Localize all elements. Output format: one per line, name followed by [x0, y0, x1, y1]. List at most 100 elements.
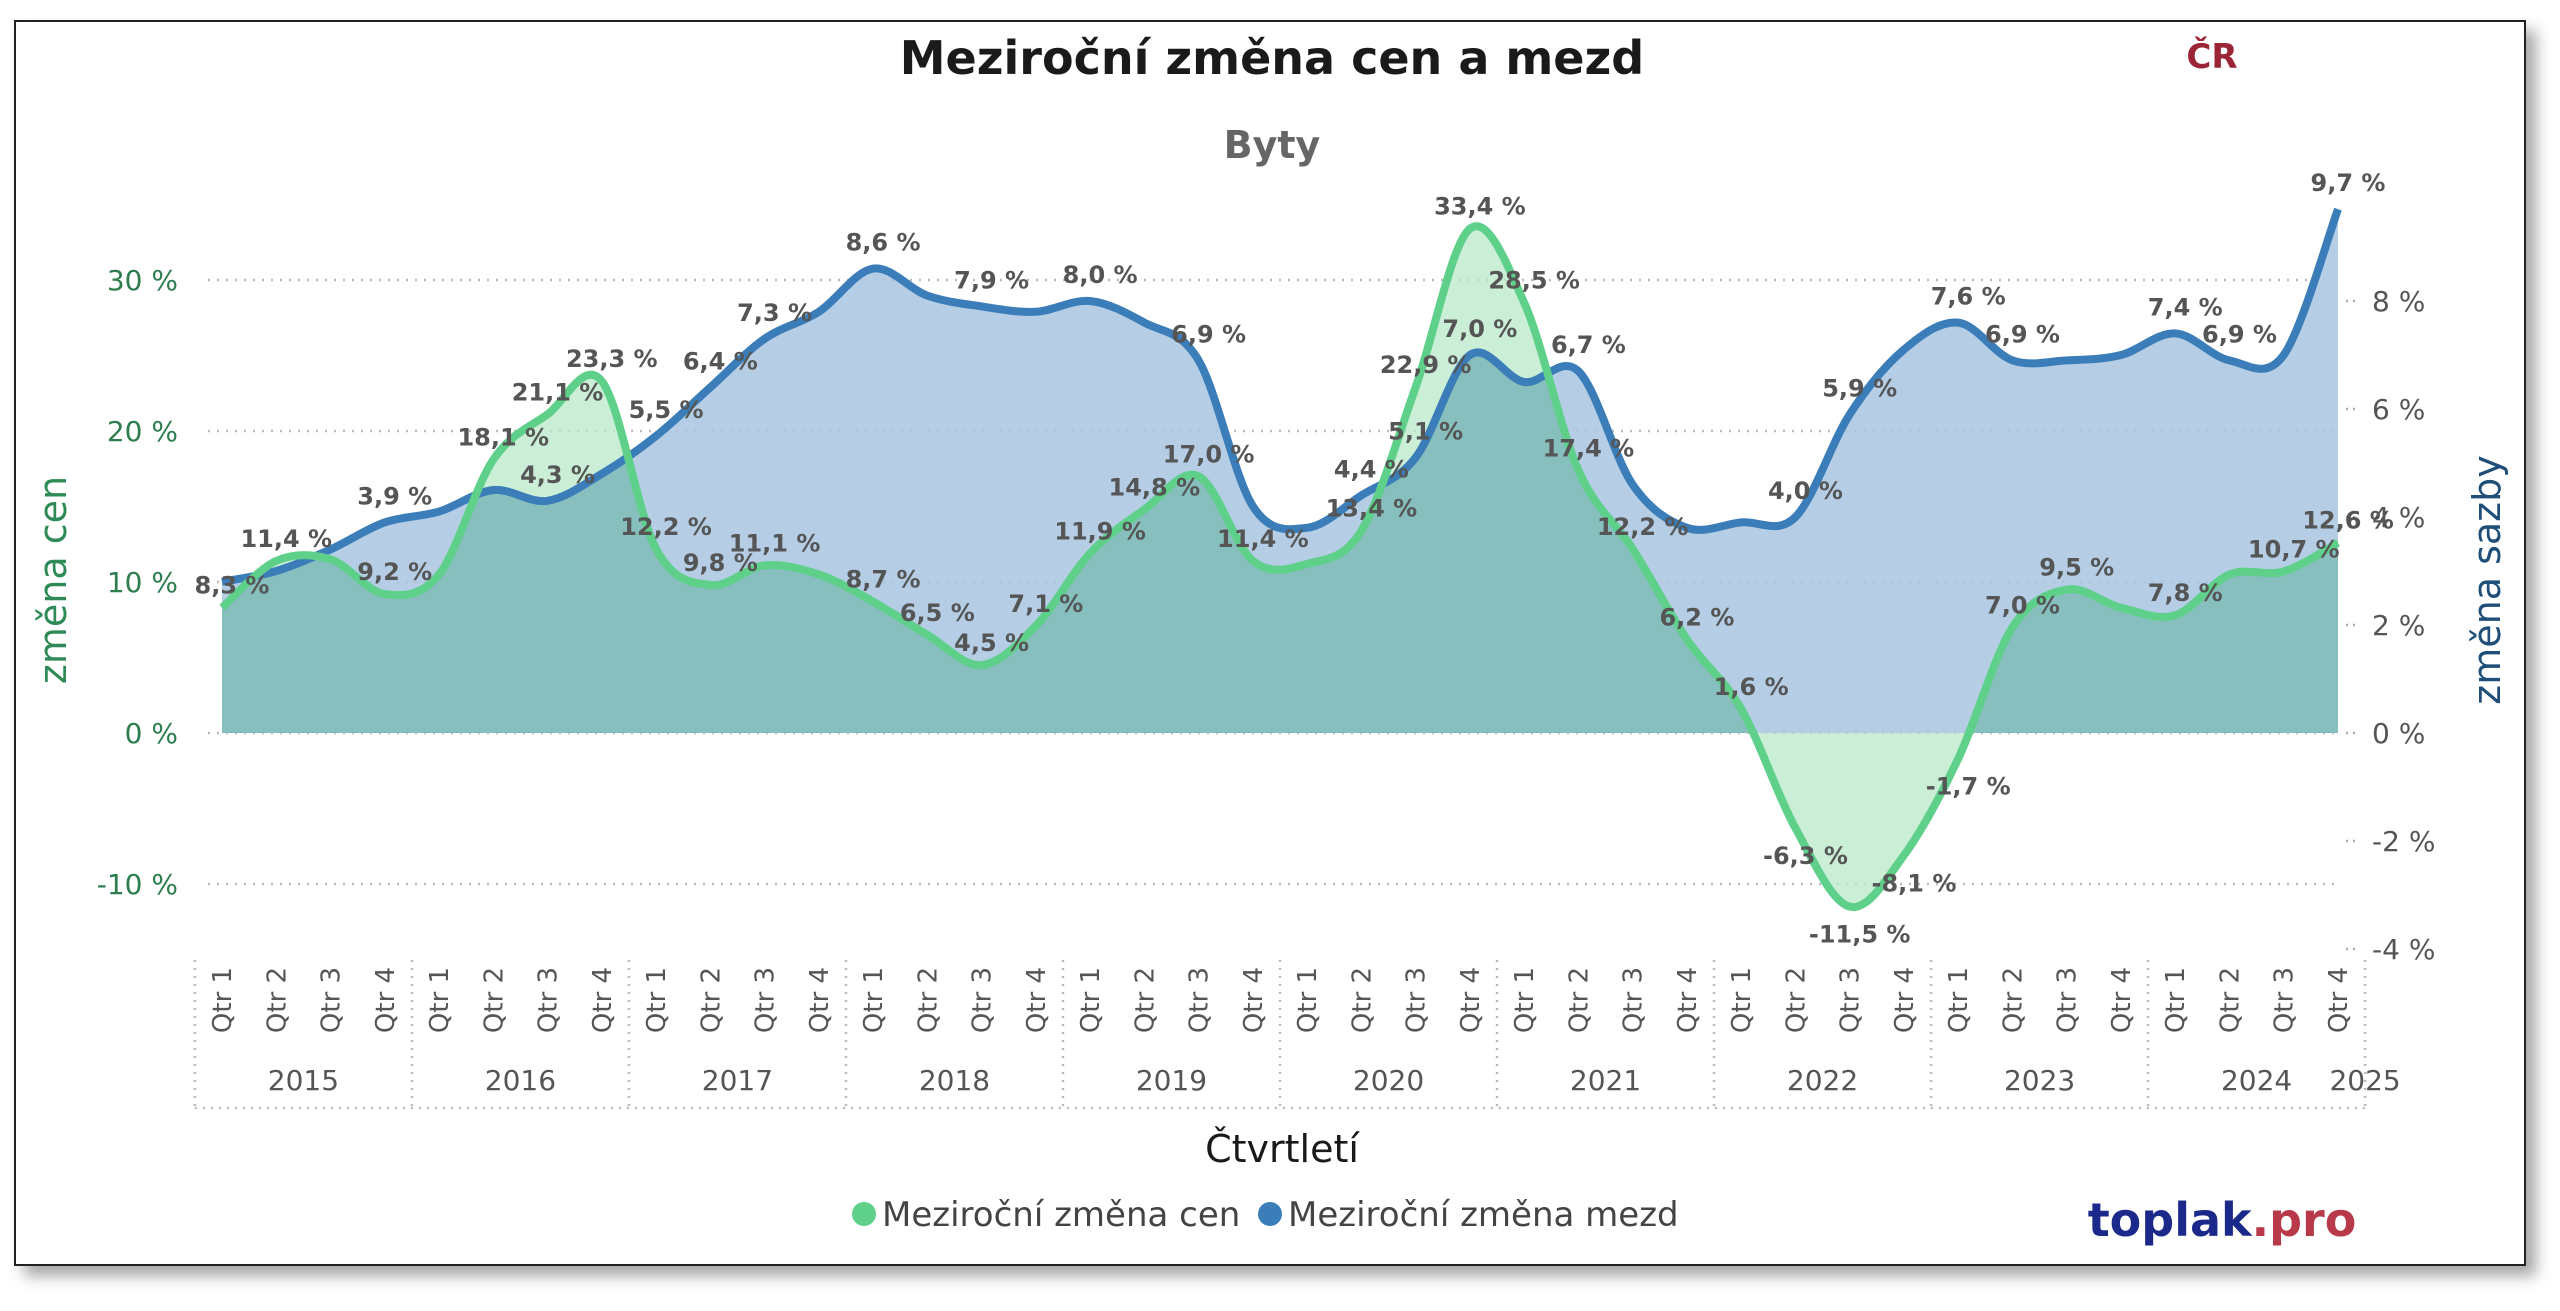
brand-part1: toplak — [2088, 1193, 2253, 1247]
price-data-label: 11,1 % — [729, 529, 821, 557]
prices-line — [219, 222, 2340, 911]
x-tick-quarter: Qtr 3 — [1185, 967, 1215, 1033]
y-right-tick-0: -4 % — [2372, 933, 2435, 966]
x-tick-quarter: Qtr 3 — [2053, 967, 2083, 1033]
price-data-label: 4,5 % — [954, 629, 1029, 657]
x-tick-quarter: Qtr 4 — [1456, 967, 1486, 1033]
wage-data-label: 5,9 % — [1822, 374, 1897, 402]
x-tick-quarter: Qtr 1 — [1510, 967, 1540, 1033]
x-tick-quarter: Qtr 4 — [1673, 967, 1703, 1033]
price-data-label: 8,7 % — [846, 566, 921, 594]
x-tick-quarter: Qtr 3 — [534, 967, 564, 1033]
x-tick-year-2021: 2021 — [1570, 1064, 1641, 1097]
wage-data-label: 5,5 % — [629, 396, 704, 424]
price-data-label: 8,3 % — [195, 572, 270, 600]
price-data-label: 28,5 % — [1488, 267, 1580, 295]
wage-data-label: 6,9 % — [1171, 320, 1246, 348]
price-data-label: 7,1 % — [1008, 590, 1083, 618]
wages-line — [221, 207, 2342, 586]
y-left-tick-0: -10 % — [97, 868, 178, 901]
y-right-tick-4: 4 % — [2372, 501, 2425, 534]
price-data-label: -8,1 % — [1872, 869, 1957, 897]
y-right-tick-1: -2 % — [2372, 825, 2435, 858]
price-data-label: 23,3 % — [566, 345, 658, 373]
price-data-label: 7,0 % — [1985, 591, 2060, 619]
brand-part2: .pro — [2252, 1193, 2357, 1247]
x-tick-quarter: Qtr 4 — [588, 967, 618, 1033]
price-data-label: 12,6 % — [2302, 507, 2394, 535]
wage-data-label: 6,7 % — [1551, 331, 1626, 359]
y-left-tick-2: 10 % — [107, 566, 178, 599]
wage-data-label: 4,0 % — [1768, 477, 1843, 505]
x-tick-quarter: Qtr 2 — [696, 967, 726, 1033]
wage-data-label: 8,0 % — [1063, 261, 1138, 289]
series-lines — [219, 207, 2342, 911]
chart-title: Meziroční změna cen a mezd — [900, 31, 1644, 85]
wage-data-label: 7,0 % — [1442, 315, 1517, 343]
price-data-label: 18,1 % — [457, 424, 549, 452]
wage-data-label: 7,6 % — [1931, 283, 2006, 311]
x-tick-quarter: Qtr 4 — [1239, 967, 1269, 1033]
prices-area — [222, 226, 2338, 908]
x-tick-year-2020: 2020 — [1353, 1064, 1424, 1097]
price-data-label: 33,4 % — [1434, 193, 1526, 221]
x-tick-quarter: Qtr 4 — [371, 967, 401, 1033]
legend-prices-label: Meziroční změna cen — [882, 1195, 1240, 1235]
price-data-label: -1,7 % — [1926, 773, 2011, 801]
y-right-tick-2: 0 % — [2372, 717, 2425, 750]
x-tick-year-2015: 2015 — [268, 1064, 339, 1097]
legend-prices-swatch — [852, 1202, 876, 1226]
y-axis-right-label: změna sazby — [2465, 455, 2509, 704]
wage-data-label: 3,9 % — [357, 482, 432, 510]
y-left-tick-3: 20 % — [107, 415, 178, 448]
price-data-label: 9,8 % — [683, 549, 758, 577]
price-data-label: -6,3 % — [1763, 842, 1848, 870]
price-data-label: -11,5 % — [1809, 921, 1911, 949]
y-right-tick-6: 8 % — [2372, 285, 2425, 318]
x-tick-quarter: Qtr 4 — [805, 967, 835, 1033]
x-tick-quarter: Qtr 3 — [2270, 967, 2300, 1033]
x-tick-quarter: Qtr 1 — [1293, 967, 1323, 1033]
x-tick-quarter: Qtr 1 — [1076, 967, 1106, 1033]
x-tick-quarter: Qtr 4 — [1890, 967, 1920, 1033]
price-data-label: 12,2 % — [620, 513, 712, 541]
y-left-tick-4: 30 % — [107, 264, 178, 297]
wage-data-label: 8,6 % — [846, 229, 921, 257]
legend-wages-swatch — [1258, 1202, 1282, 1226]
x-tick-quarter: Qtr 2 — [913, 967, 943, 1033]
price-data-label: 17,4 % — [1543, 434, 1635, 462]
wage-data-label: 6,4 % — [683, 347, 758, 375]
wage-data-label: 7,4 % — [2148, 293, 2223, 321]
legend: Meziroční změna cen Meziroční změna mezd — [852, 1195, 1679, 1235]
area-fills — [222, 209, 2338, 908]
legend-wages-label: Meziroční změna mezd — [1288, 1195, 1679, 1235]
price-data-label: 14,8 % — [1109, 474, 1201, 502]
price-data-label: 10,7 % — [2248, 535, 2340, 563]
x-tick-quarter: Qtr 2 — [1998, 967, 2028, 1033]
data-labels: 8,3 % 11,4 % 9,2 % 18,1 % 21,1 % 23,3 % 12,2 %… — [195, 169, 2394, 948]
price-data-label: 11,4 % — [240, 525, 332, 553]
x-tick-quarter: Qtr 3 — [317, 967, 347, 1033]
x-tick-quarter: Qtr 2 — [1781, 967, 1811, 1033]
x-tick-year-2022: 2022 — [1787, 1064, 1858, 1097]
price-data-label: 21,1 % — [512, 378, 604, 406]
x-tick-quarter: Qtr 1 — [1944, 967, 1974, 1033]
x-tick-quarter: Qtr 3 — [1402, 967, 1432, 1033]
wage-data-label: 9,7 % — [2311, 169, 2386, 197]
wage-data-label: 5,1 % — [1388, 418, 1463, 446]
x-tick-quarter: Qtr 1 — [2161, 967, 2191, 1033]
x-tick-year-2017: 2017 — [702, 1064, 773, 1097]
x-tick-quarter: Qtr 2 — [479, 967, 509, 1033]
price-data-label: 17,0 % — [1163, 440, 1255, 468]
wage-data-label: 4,3 % — [520, 461, 595, 489]
wage-data-label: 6,9 % — [1985, 320, 2060, 348]
x-axis-label: Čtvrtletí — [1205, 1127, 1360, 1171]
x-tick-quarter: Qtr 2 — [1130, 967, 1160, 1033]
x-tick-quarter: Qtr 3 — [968, 967, 998, 1033]
price-data-label: 9,2 % — [357, 558, 432, 586]
x-tick-quarter: Qtr 2 — [1347, 967, 1377, 1033]
chart-subtitle: Byty — [1224, 123, 1321, 167]
x-tick-quarter: Qtr 1 — [208, 967, 238, 1033]
wage-data-label: 7,9 % — [954, 266, 1029, 294]
